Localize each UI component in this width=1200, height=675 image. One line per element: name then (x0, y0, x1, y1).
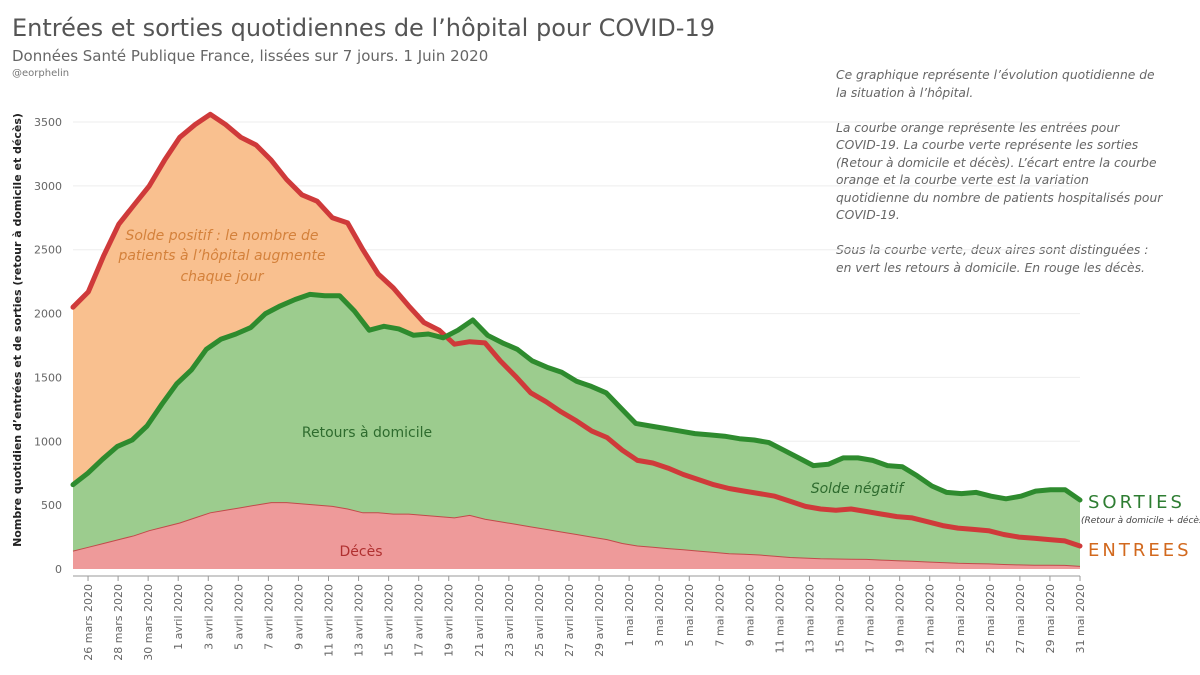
x-tick-label: 9 avril 2020 (292, 584, 305, 650)
explanation-note: Ce graphique représente l’évolution quot… (836, 67, 1166, 277)
deces-line (72, 502, 1081, 567)
x-tick-label: 3 avril 2020 (202, 584, 215, 650)
x-tick-label: 21 mai 2020 (924, 584, 937, 654)
x-tick-label: 13 avril 2020 (353, 584, 366, 657)
chart-subtitle: Données Santé Publique France, lissées s… (12, 47, 489, 65)
y-tick-3000: 3000 (34, 180, 62, 193)
x-tick-label: 15 avril 2020 (383, 584, 396, 657)
x-tick-label: 7 mai 2020 (713, 584, 726, 647)
y-tick-1000: 1000 (34, 435, 62, 448)
x-tick-label: 17 avril 2020 (413, 584, 426, 657)
x-tick-label: 30 mars 2020 (142, 584, 155, 661)
chart-title: Entrées et sorties quotidiennes de l’hôp… (12, 14, 715, 42)
annotation-solde-positif-line1: Solde positif : le nombre de (125, 228, 318, 244)
x-tick-label: 17 mai 2020 (864, 584, 877, 654)
legend-sorties: SORTIES (1088, 492, 1185, 513)
x-axis-ticks: 26 mars 2020 28 mars 2020 30 mars 2020 1 av… (82, 576, 1087, 661)
y-tick-1500: 1500 (34, 371, 62, 384)
y-tick-2000: 2000 (34, 308, 62, 321)
x-tick-label: 11 mai 2020 (773, 584, 786, 654)
x-tick-label: 26 mars 2020 (82, 584, 95, 661)
legend-entrees: ENTREES (1088, 540, 1192, 561)
x-tick-label: 5 avril 2020 (232, 584, 245, 650)
note-paragraph-1: Ce graphique représente l’évolution quot… (836, 68, 1155, 100)
y-tick-2500: 2500 (34, 244, 62, 257)
x-tick-label: 28 mars 2020 (112, 584, 125, 661)
x-tick-label: 25 mai 2020 (984, 584, 997, 654)
y-axis-ticks: 0 500 1000 1500 2000 2500 3000 3500 (34, 116, 62, 576)
annotation-deces: Décès (340, 544, 383, 560)
annotation-solde-positif-line2: patients à l’hôpital augmente (117, 248, 325, 264)
x-tick-label: 29 mai 2020 (1044, 584, 1057, 654)
x-tick-label: 27 avril 2020 (563, 584, 576, 657)
note-paragraph-3: Sous la courbe verte, deux aires sont di… (836, 243, 1149, 275)
x-tick-label: 23 avril 2020 (503, 584, 516, 657)
x-tick-label: 15 mai 2020 (834, 584, 847, 654)
x-tick-label: 31 mai 2020 (1074, 584, 1087, 654)
y-tick-3500: 3500 (34, 116, 62, 129)
author-handle: @eorphelin (12, 68, 70, 79)
x-tick-label: 27 mai 2020 (1014, 584, 1027, 654)
sorties-area (73, 294, 1080, 569)
x-tick-label: 5 mai 2020 (683, 584, 696, 647)
entrees-line (70, 111, 1083, 549)
x-tick-label: 7 avril 2020 (262, 584, 275, 650)
y-tick-500: 500 (41, 499, 62, 512)
sorties-line (70, 291, 1083, 503)
x-tick-label: 1 mai 2020 (623, 584, 636, 647)
annotation-solde-negatif: Solde négatif (811, 481, 906, 497)
x-tick-label: 21 avril 2020 (473, 584, 486, 657)
x-tick-label: 23 mai 2020 (954, 584, 967, 654)
y-tick-0: 0 (55, 563, 62, 576)
x-tick-label: 19 avril 2020 (443, 584, 456, 657)
x-tick-label: 11 avril 2020 (323, 584, 336, 657)
x-tick-label: 29 avril 2020 (593, 584, 606, 657)
x-tick-label: 1 avril 2020 (172, 584, 185, 650)
x-tick-label: 19 mai 2020 (894, 584, 907, 654)
y-axis-label: Nombre quotidien d’entrées et de sorties… (11, 113, 24, 547)
x-tick-label: 9 mai 2020 (743, 584, 756, 647)
x-tick-label: 3 mai 2020 (653, 584, 666, 647)
annotation-retours-domicile: Retours à domicile (302, 425, 432, 441)
x-tick-label: 13 mai 2020 (803, 584, 816, 654)
annotation-solde-positif-line3: chaque jour (180, 269, 264, 285)
legend-sorties-sub: (Retour à domicile + décès) (1081, 515, 1200, 526)
note-paragraph-2: La courbe orange représente les entrées … (836, 120, 1163, 223)
x-tick-label: 25 avril 2020 (533, 584, 546, 657)
deces-area (73, 502, 1080, 569)
chart-lines (70, 111, 1083, 567)
chart-areas (73, 114, 1080, 570)
